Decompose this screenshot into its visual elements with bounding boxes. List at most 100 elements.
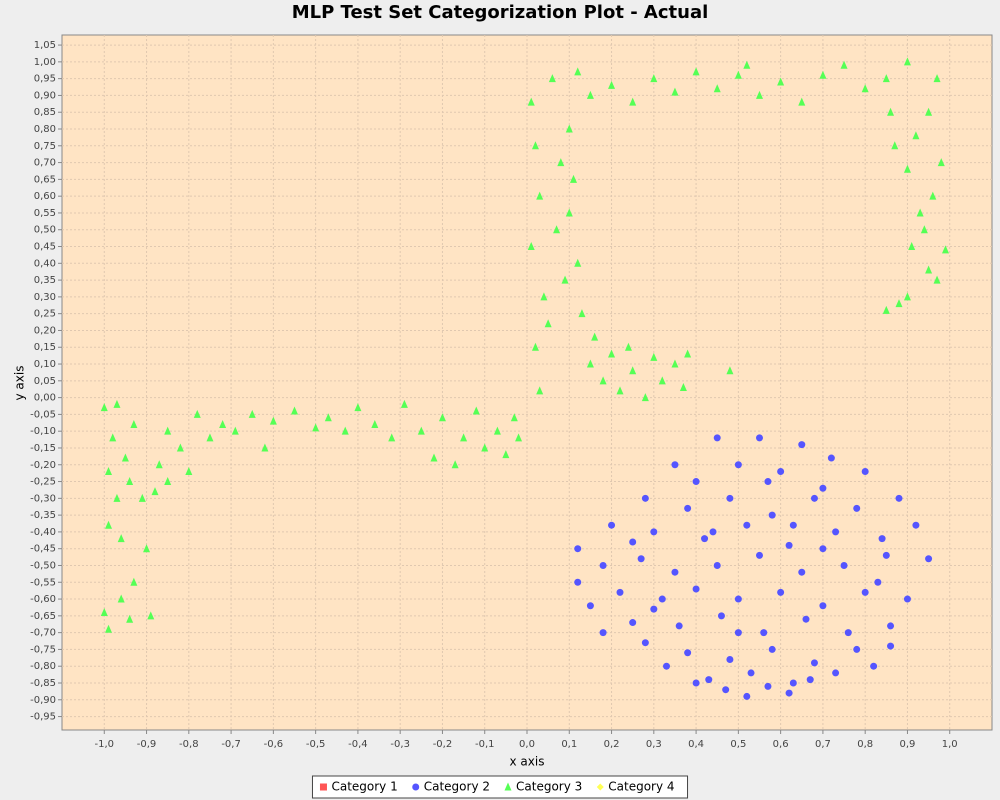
y-tick-label: -0,20 <box>30 460 56 471</box>
point <box>895 299 903 308</box>
point <box>756 434 763 442</box>
point <box>789 679 797 687</box>
point <box>734 70 742 79</box>
point <box>608 521 616 529</box>
point <box>671 461 679 469</box>
point <box>734 629 742 637</box>
point <box>650 528 658 536</box>
point <box>586 90 594 99</box>
point <box>641 393 649 402</box>
point <box>164 426 172 435</box>
point <box>726 655 734 663</box>
point <box>105 624 112 633</box>
point <box>515 433 523 442</box>
y-tick-label: 0,05 <box>34 376 56 387</box>
point <box>937 158 945 167</box>
legend-items: Category 1 Category 2 Category 3 Category 4 <box>319 780 675 794</box>
point <box>832 528 840 536</box>
x-tick-label: -0,2 <box>433 739 453 750</box>
point <box>121 453 129 462</box>
point <box>269 416 277 425</box>
x-tick-label: 0,2 <box>604 739 620 750</box>
point <box>819 484 827 492</box>
points <box>100 57 949 700</box>
point <box>185 466 193 475</box>
grid <box>62 35 992 730</box>
y-tick-label: -0,75 <box>30 644 56 655</box>
x-tick-label: -0,6 <box>264 739 284 750</box>
point <box>827 454 835 462</box>
point <box>722 686 730 694</box>
point <box>916 208 924 217</box>
x-tick-label: -0,9 <box>137 739 157 750</box>
point <box>510 413 518 422</box>
point <box>637 555 645 563</box>
point <box>155 460 163 469</box>
point <box>853 645 861 653</box>
point <box>548 74 556 83</box>
point <box>684 349 692 358</box>
point <box>789 521 797 529</box>
point <box>624 342 632 351</box>
point <box>599 376 607 385</box>
point <box>109 433 117 442</box>
point <box>887 642 895 650</box>
point <box>756 551 763 559</box>
point <box>692 67 700 76</box>
point <box>861 467 869 475</box>
point <box>219 419 227 428</box>
y-tick-label: 0,30 <box>34 292 56 303</box>
point <box>671 87 679 96</box>
y-tick-label: 0,95 <box>34 74 56 85</box>
point <box>891 141 899 150</box>
point <box>561 275 569 284</box>
point <box>743 60 751 69</box>
point <box>768 645 776 653</box>
point <box>663 662 670 670</box>
point <box>430 453 438 462</box>
point <box>388 433 396 442</box>
point <box>874 578 882 586</box>
y-tick-label: -0,90 <box>30 695 56 706</box>
point <box>903 292 911 301</box>
point <box>701 535 709 543</box>
point <box>493 426 501 435</box>
point <box>692 679 700 687</box>
y-tick-label: 0,20 <box>34 325 56 336</box>
x-tick-label: 0,6 <box>773 739 789 750</box>
point <box>616 588 624 596</box>
y-tick-label: 0,55 <box>34 208 56 219</box>
point <box>574 545 582 553</box>
point <box>105 520 112 529</box>
point <box>929 191 937 200</box>
point <box>481 443 489 452</box>
point <box>100 607 108 616</box>
point <box>925 555 933 563</box>
point <box>713 434 721 442</box>
point <box>756 90 763 99</box>
y-tick-label: -0,80 <box>30 661 56 672</box>
point <box>641 494 649 502</box>
y-tick-label: -0,15 <box>30 443 56 454</box>
y-tick-label: 0,25 <box>34 309 56 320</box>
point <box>126 477 134 486</box>
plot-area <box>61 34 993 731</box>
y-tick-label: 1,00 <box>34 57 56 68</box>
legend-label: Category 4 <box>608 780 674 794</box>
point <box>616 386 624 395</box>
legend-marker <box>596 783 604 791</box>
point <box>312 423 320 432</box>
point <box>743 692 751 700</box>
point <box>806 676 814 684</box>
point <box>540 292 548 301</box>
y-tick-label: -0,70 <box>30 628 56 639</box>
x-tick-label: 0,0 <box>519 739 535 750</box>
point <box>130 419 138 428</box>
point <box>925 107 933 116</box>
y-tick-label: -0,60 <box>30 594 56 605</box>
point <box>544 319 552 328</box>
point <box>650 74 658 83</box>
point <box>819 70 827 79</box>
point <box>138 493 146 502</box>
x-axis-label: x axis <box>510 755 545 769</box>
